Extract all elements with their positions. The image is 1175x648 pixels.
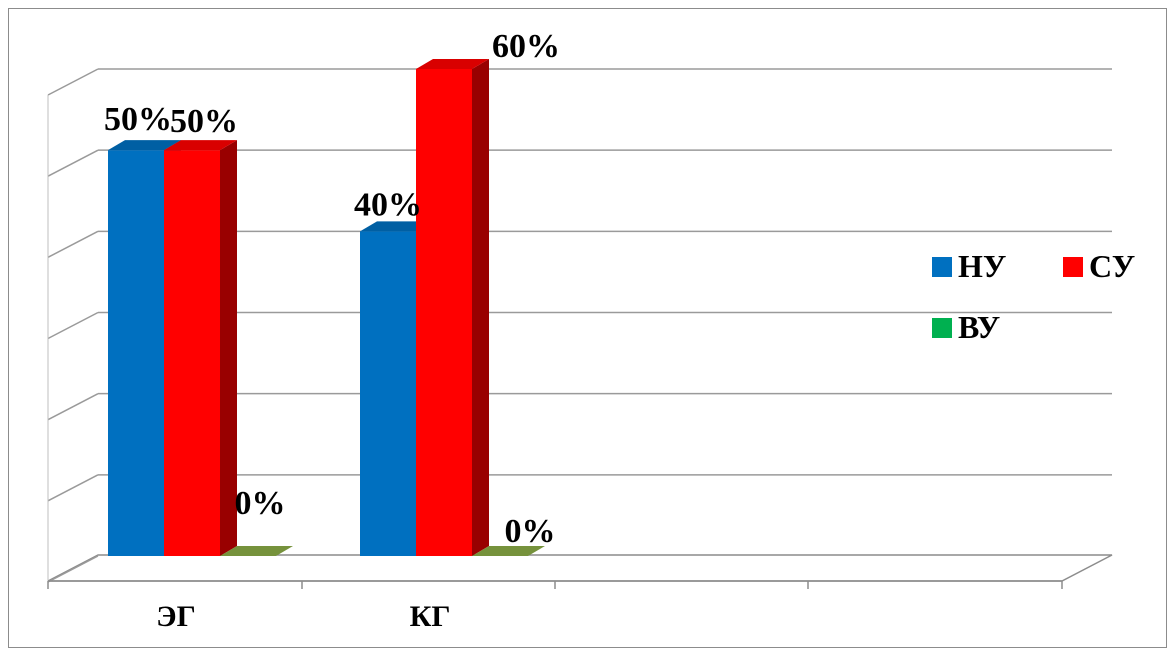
bar-top [416, 59, 489, 69]
legend-label: СУ [1089, 248, 1135, 284]
axis-layer: ЭГ КГ [47, 580, 1063, 629]
gridline-side [47, 149, 99, 177]
bar[interactable] [108, 150, 164, 556]
gridline-side [47, 555, 99, 583]
bar-top [472, 546, 545, 556]
data-label: 40% [354, 186, 422, 223]
legend-label: ВУ [958, 309, 1000, 345]
gridline-side [47, 68, 99, 96]
bar[interactable] [360, 231, 416, 557]
bar[interactable] [416, 69, 472, 556]
bar-top [360, 221, 433, 232]
bars-layer [108, 59, 545, 557]
x-tick-label: КГ [410, 600, 451, 629]
bar-side [472, 59, 489, 556]
legend-swatch [1063, 257, 1083, 277]
data-label: 50% [170, 103, 238, 140]
data-label: 60% [492, 28, 560, 65]
x-tick-label: ЭГ [156, 600, 195, 629]
bar[interactable] [164, 150, 220, 556]
data-label: 50% [104, 101, 172, 138]
bar-top [164, 140, 237, 151]
legend-swatch [932, 318, 952, 338]
gridline-side [47, 474, 99, 502]
chart-floor [47, 554, 1113, 582]
bar-top [220, 546, 293, 556]
bar-top [108, 140, 181, 151]
data-labels-layer: 50%50% 0% 40% 60% 0% [104, 28, 560, 550]
legend: НУ СУ ВУ [932, 248, 1135, 345]
gridline-side [47, 311, 99, 340]
legend-label: НУ [958, 248, 1006, 284]
bar-chart: 50%50% 0% 40% 60% 0% ЭГ КГ НУ СУ ВУ [47, 28, 1135, 629]
data-label: 0% [235, 485, 286, 522]
gridline-side [47, 230, 99, 258]
data-label: 0% [505, 513, 556, 550]
bar-side [220, 140, 237, 556]
legend-swatch [932, 257, 952, 277]
gridline-side [47, 393, 99, 421]
